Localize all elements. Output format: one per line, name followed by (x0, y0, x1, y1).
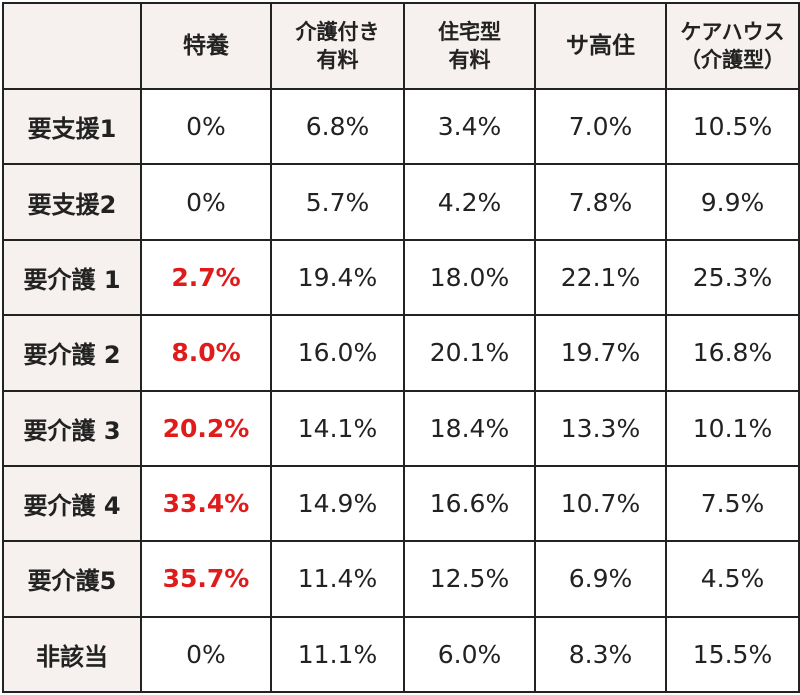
table-cell: 7.0% (534, 87, 667, 166)
table-cell: 20.1% (403, 314, 536, 392)
table-cell: 13.3% (534, 389, 667, 467)
table-row: 非該当 0% 11.1% 6.0% 8.3% 15.5% (2, 615, 800, 694)
column-header-line: ケアハウス (680, 20, 785, 44)
table-cell: 20.2% (140, 389, 272, 467)
column-header-line: サ高住 (566, 33, 635, 59)
table-cell: 33.4% (140, 464, 272, 543)
table-row: 要介護 4 33.4% 14.9% 16.6% 10.7% 7.5% (2, 464, 800, 543)
corner-cell (2, 2, 142, 90)
table-cell: 5.7% (270, 163, 405, 241)
column-header-line: 有料 (448, 48, 491, 72)
table-cell: 16.6% (403, 464, 536, 543)
table-cell: 14.1% (270, 389, 405, 467)
table-cell: 11.1% (270, 615, 405, 694)
column-header-line: 有料 (316, 48, 359, 72)
column-header-line: 介護付き (295, 20, 380, 44)
table-cell: 25.3% (665, 238, 800, 317)
column-header-line: 住宅型 (438, 20, 501, 44)
table-row: 要介護 1 2.7% 19.4% 18.0% 22.1% 25.3% (2, 238, 800, 317)
table-cell: 18.0% (403, 238, 536, 317)
column-header-tokuyou: 特養 (140, 2, 272, 90)
table-cell: 0% (140, 163, 272, 241)
row-header: 非該当 (2, 615, 142, 694)
table-body: 要支援1 0% 6.8% 3.4% 7.0% 10.5% 要支援2 0% 5.7% 4.2% 7.8… (2, 87, 800, 694)
table-cell: 6.9% (534, 540, 667, 618)
table-cell: 35.7% (140, 540, 272, 618)
table-cell: 10.7% (534, 464, 667, 543)
row-header: 要支援1 (2, 87, 142, 166)
table-cell: 4.2% (403, 163, 536, 241)
table-row: 要介護5 35.7% 11.4% 12.5% 6.9% 4.5% (2, 540, 800, 618)
table-cell: 18.4% (403, 389, 536, 467)
table-cell: 9.9% (665, 163, 800, 241)
table-cell: 15.5% (665, 615, 800, 694)
table-cell: 2.7% (140, 238, 272, 317)
table-cell: 22.1% (534, 238, 667, 317)
table-cell: 11.4% (270, 540, 405, 618)
row-header: 要支援2 (2, 163, 142, 241)
table-cell: 19.7% (534, 314, 667, 392)
table-row: 要介護 2 8.0% 16.0% 20.1% 19.7% 16.8% (2, 314, 800, 392)
table-row: 要支援2 0% 5.7% 4.2% 7.8% 9.9% (2, 163, 800, 241)
table-cell: 7.8% (534, 163, 667, 241)
table-cell: 6.8% (270, 87, 405, 166)
table-cell: 12.5% (403, 540, 536, 618)
table-cell: 4.5% (665, 540, 800, 618)
header-row: 特養 介護付き 有料 住宅型 有料 サ高住 ケアハウス （介護型） (2, 2, 800, 90)
table-cell: 8.0% (140, 314, 272, 392)
table-cell: 7.5% (665, 464, 800, 543)
table-cell: 3.4% (403, 87, 536, 166)
table-cell: 0% (140, 615, 272, 694)
row-header: 要介護 3 (2, 389, 142, 467)
table-cell: 10.1% (665, 389, 800, 467)
table-cell: 10.5% (665, 87, 800, 166)
column-header-line: （介護型） (680, 48, 785, 72)
table-cell: 6.0% (403, 615, 536, 694)
column-header-line: 特養 (183, 33, 229, 59)
table-row: 要介護 3 20.2% 14.1% 18.4% 13.3% 10.1% (2, 389, 800, 467)
table-cell: 16.0% (270, 314, 405, 392)
column-header-jutakugata-yuryo: 住宅型 有料 (403, 2, 536, 90)
column-header-sakoju: サ高住 (534, 2, 667, 90)
table-cell: 0% (140, 87, 272, 166)
row-header: 要介護 2 (2, 314, 142, 392)
row-header: 要介護5 (2, 540, 142, 618)
table-row: 要支援1 0% 6.8% 3.4% 7.0% 10.5% (2, 87, 800, 166)
table-cell: 14.9% (270, 464, 405, 543)
row-header: 要介護 4 (2, 464, 142, 543)
column-header-carehouse: ケアハウス （介護型） (665, 2, 800, 90)
table-cell: 19.4% (270, 238, 405, 317)
table-cell: 16.8% (665, 314, 800, 392)
column-header-kaigotsuki-yuryo: 介護付き 有料 (270, 2, 405, 90)
table-cell: 8.3% (534, 615, 667, 694)
row-header: 要介護 1 (2, 238, 142, 317)
